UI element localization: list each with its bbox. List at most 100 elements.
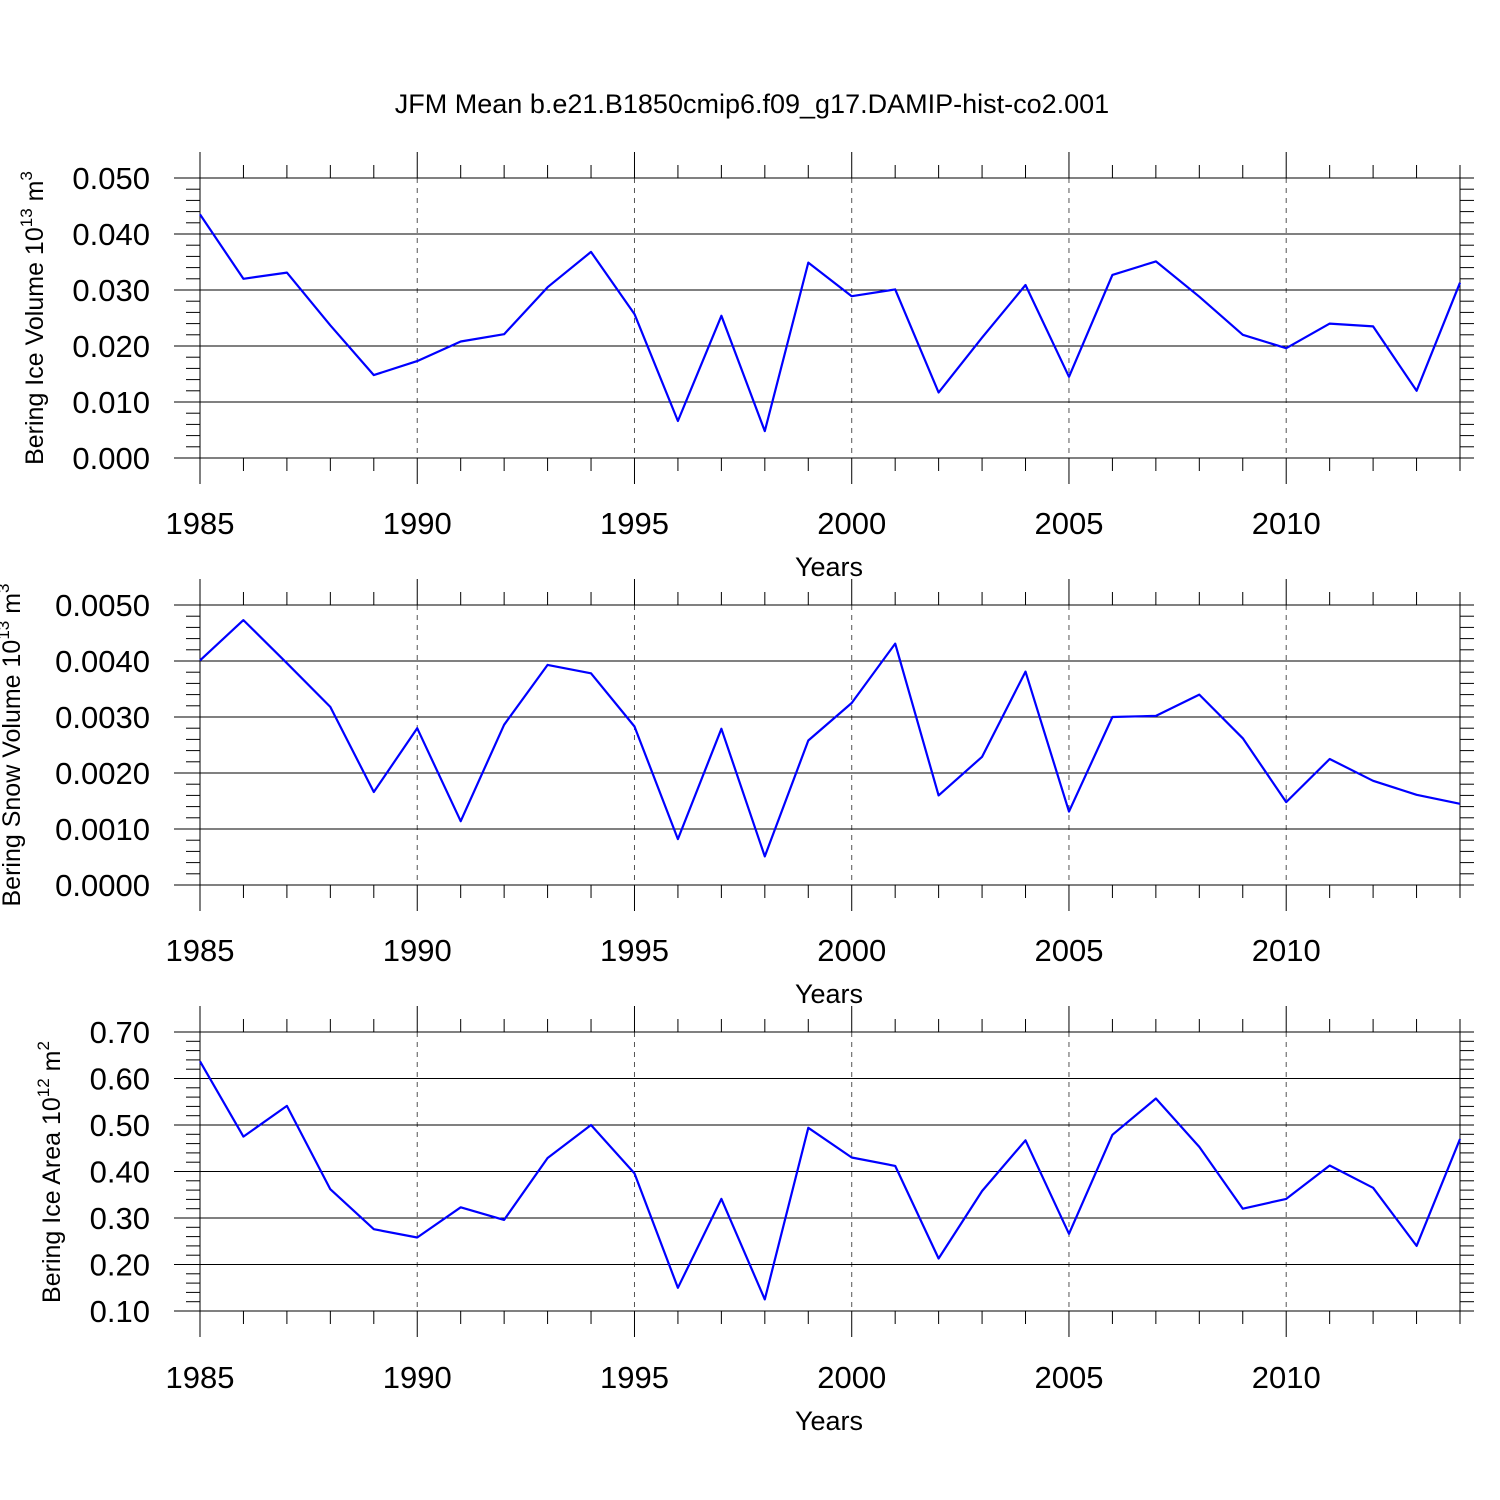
ylabel-unit-exponent: 3 [17,171,36,180]
y-tick-label: 0.0050 [55,588,150,623]
x-tick-label: 1990 [383,506,452,541]
x-tick-label: 1990 [383,1360,452,1395]
series-line [199,1060,1462,1301]
y-tick-label: 0.20 [90,1248,150,1283]
x-tick-label: 1995 [600,933,669,968]
data-point [415,726,419,730]
data-point [850,701,854,705]
x-tick-label: 2005 [1034,933,1103,968]
data-point [285,661,289,665]
data-point [1328,1163,1332,1167]
ylabel-main: Bering Snow Volume 10 [0,640,26,907]
data-point [1024,670,1028,674]
x-tick-label: 2000 [817,506,886,541]
panel-ice-volume: Bering Ice Volume 1013 m3 Years 0.000 0.0… [17,152,1474,582]
data-point [980,336,984,340]
data-point [893,287,897,291]
ylabel-exponent: 13 [17,208,36,227]
data-point [806,739,810,743]
data-point [893,642,897,646]
data-point [632,312,636,316]
data-point [415,1236,419,1240]
data-point [1415,1244,1419,1248]
data-point [937,793,941,797]
data-point [893,1164,897,1168]
data-point [372,790,376,794]
ylabel-ice-area: Bering Ice Area 1012 m2 [34,1041,66,1303]
data-point [1110,715,1114,719]
data-point [719,314,723,318]
ylabel-main: Bering Ice Area 10 [38,1097,66,1303]
ylabel-unit-exponent: 2 [34,1041,53,1050]
data-point [459,1205,463,1209]
data-point [676,1286,680,1290]
data-point [937,1256,941,1260]
ylabel-exponent: 12 [34,1078,53,1097]
figure-title: JFM Mean b.e21.B1850cmip6.f09_g17.DAMIP-… [395,89,1109,119]
data-point [1328,322,1332,326]
data-point [632,1171,636,1175]
data-point [241,277,245,281]
x-tick-label: 1985 [166,1360,235,1395]
y-tick-label: 0.010 [72,385,150,420]
x-tick-label: 2010 [1252,933,1321,968]
plot-frame [199,177,1461,459]
ylabel-unit: m [0,593,26,614]
data-point [459,819,463,823]
data-point [850,294,854,298]
data-point [546,285,550,289]
x-tick-label: 1995 [600,506,669,541]
ylabel-exponent: 13 [0,621,13,640]
data-point [719,1197,723,1201]
y-tick-label: 0.30 [90,1201,150,1236]
data-point [632,725,636,729]
svg-text:Bering Snow Volume 1013 m3: Bering Snow Volume 1013 m3 [0,583,26,906]
data-point [546,663,550,667]
data-point [1458,281,1462,285]
x-tick-label: 2005 [1034,1360,1103,1395]
data-point [285,1104,289,1108]
data-point [502,723,506,727]
data-point [1241,1207,1245,1211]
y-tick-label: 0.050 [72,161,150,196]
data-point [1458,1137,1462,1141]
data-point [763,1297,767,1301]
data-point [372,1227,376,1231]
data-point [806,261,810,265]
data-point [1458,802,1462,806]
x-tick-label: 2010 [1252,506,1321,541]
y-tick-label: 0.10 [90,1294,150,1329]
y-tick-label: 0.50 [90,1108,150,1143]
data-point [676,419,680,423]
data-point [502,332,506,336]
xlabel-ice-volume: Years [795,552,863,582]
data-point [1284,346,1288,350]
data-point [1154,714,1158,718]
y-tick-label: 0.040 [72,217,150,252]
data-point [1328,757,1332,761]
data-point [1110,273,1114,277]
ylabel-ice-volume: Bering Ice Volume 1013 m3 [17,171,49,465]
plot-frame [199,604,1461,886]
data-point [241,1135,245,1139]
x-tick-label: 2000 [817,1360,886,1395]
data-point [1284,800,1288,804]
data-point [589,671,593,675]
data-point [1154,259,1158,263]
data-point [589,1123,593,1127]
data-point [1241,333,1245,337]
panel-ice-area: Bering Ice Area 1012 m2 Years 0.10 0.20 0.… [34,1006,1474,1436]
y-tick-label: 0.0030 [55,700,150,735]
data-point [1371,779,1375,783]
data-point [1284,1197,1288,1201]
x-tick-label: 1985 [166,933,235,968]
series-line [199,618,1461,858]
xlabel-snow-volume: Years [795,979,863,1009]
y-tick-label: 0.030 [72,273,150,308]
data-point [372,373,376,377]
x-tick-label: 2010 [1252,1360,1321,1395]
x-tick-label: 2005 [1034,506,1103,541]
data-point [763,429,767,433]
y-tick-label: 0.0000 [55,868,150,903]
